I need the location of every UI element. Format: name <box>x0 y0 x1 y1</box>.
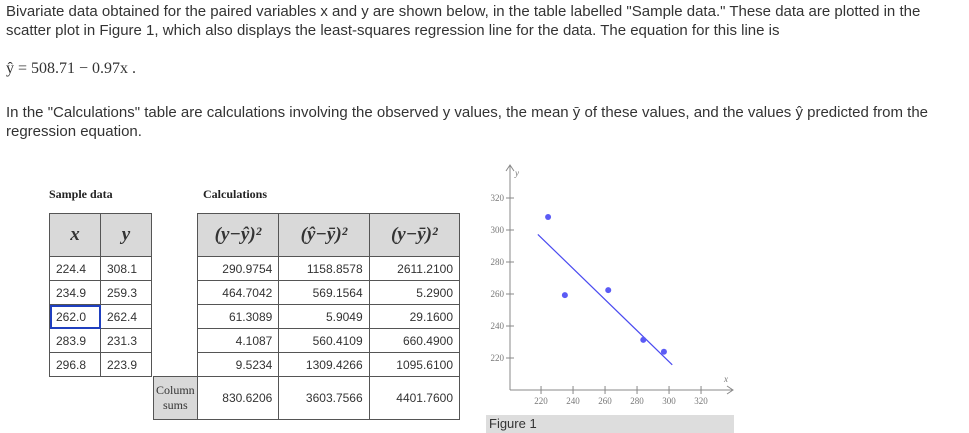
calc-cell: 290.9754 <box>196 256 280 281</box>
table-row: 262.0 262.4 <box>49 304 152 329</box>
data-point <box>561 292 568 299</box>
table-row: 296.8 223.9 <box>49 352 152 377</box>
col-x: x <box>49 213 101 257</box>
table-row: 234.9 259.3 <box>49 280 152 305</box>
calc-caption: Calculations <box>203 187 268 201</box>
col-reg: (ŷ−ȳ)² <box>278 213 370 257</box>
sample-cell[interactable]: 224.4 <box>49 256 101 281</box>
x-axis-label: x <box>723 374 728 384</box>
y-arrow-icon <box>505 164 515 172</box>
sample-cell[interactable]: 296.8 <box>49 352 101 377</box>
x-tick-label: 320 <box>694 396 708 406</box>
sample-cell[interactable]: 231.3 <box>100 328 152 353</box>
sample-caption: Sample data <box>49 187 113 201</box>
calc-cell: 560.4109 <box>278 328 370 353</box>
intro-paragraph: Bivariate data obtained for the paired v… <box>6 3 921 39</box>
sample-cell[interactable]: 259.3 <box>100 280 152 305</box>
x-tick-label: 300 <box>662 396 676 406</box>
x-tick-label: 240 <box>566 396 580 406</box>
sum-cell: 3603.7566 <box>278 376 370 420</box>
x-arrow-icon <box>726 385 734 395</box>
calc-cell: 1158.8578 <box>278 256 370 281</box>
table-row: 4.1087 560.4109 660.4900 <box>154 328 461 353</box>
sample-cell[interactable]: 234.9 <box>49 280 101 305</box>
table-row: 224.4 308.1 <box>49 256 152 281</box>
scatter-plot: 220 240 260 280 300 320 220 240 260 280 300 320 x y <box>491 164 734 406</box>
calc-cell: 61.3089 <box>196 304 280 329</box>
y-axis-label: y <box>514 168 519 178</box>
data-point <box>640 336 647 343</box>
data-point <box>660 348 667 355</box>
y-tick-label: 320 <box>491 193 505 203</box>
y-tick-label: 260 <box>491 289 505 299</box>
calc-cell: 29.1600 <box>368 304 461 329</box>
table-row: 290.9754 1158.8578 2611.2100 <box>154 256 461 281</box>
calc-cell: 569.1564 <box>278 280 370 305</box>
calc-cell: 5.9049 <box>278 304 370 329</box>
x-tick-label: 220 <box>534 396 548 406</box>
regression-equation: ŷ = 508.71 − 0.97x . <box>6 60 137 77</box>
calc-cell: 1095.6100 <box>368 352 461 377</box>
table-row: 283.9 231.3 <box>49 328 152 353</box>
sample-cell[interactable]: 283.9 <box>49 328 101 353</box>
sum-cell: 830.6206 <box>196 376 280 420</box>
sums-label: Column sums <box>153 376 198 420</box>
sample-cell[interactable]: 308.1 <box>100 256 152 281</box>
calc-cell: 9.5234 <box>196 352 280 377</box>
y-tick-label: 280 <box>491 257 505 267</box>
figure-caption: Figure 1 <box>486 415 734 433</box>
data-point <box>545 214 552 221</box>
regression-line <box>537 233 673 366</box>
calc-cell: 5.2900 <box>368 280 461 305</box>
calc-cell: 2611.2100 <box>368 256 461 281</box>
y-tick-label: 220 <box>491 353 505 363</box>
table-row: 9.5234 1309.4266 1095.6100 <box>154 352 461 377</box>
calc-cell: 1309.4266 <box>278 352 370 377</box>
sample-cell[interactable]: 223.9 <box>100 352 152 377</box>
col-total: (y−ȳ)² <box>368 213 461 257</box>
sum-cell: 4401.7600 <box>368 376 461 420</box>
col-y: y <box>100 213 152 257</box>
table-row: 61.3089 5.9049 29.1600 <box>154 304 461 329</box>
calc-cell: 464.7042 <box>196 280 280 305</box>
table-row: 464.7042 569.1564 5.2900 <box>154 280 461 305</box>
data-point <box>605 287 612 294</box>
y-tick-label: 300 <box>491 225 505 235</box>
calc-paragraph: In the "Calculations" table are calculat… <box>6 104 929 140</box>
x-tick-label: 260 <box>598 396 612 406</box>
x-tick-label: 280 <box>630 396 644 406</box>
calc-cell: 660.4900 <box>368 328 461 353</box>
sample-cell[interactable]: 262.0 <box>49 304 101 329</box>
col-resid: (y−ŷ)² <box>196 213 280 257</box>
calc-cell: 4.1087 <box>196 328 280 353</box>
calc-table: (y−ŷ)² (ŷ−ȳ)² (y−ȳ)² 290.9754 1158.8578 26… <box>153 213 461 420</box>
y-tick-label: 240 <box>491 321 505 331</box>
sample-cell[interactable]: 262.4 <box>100 304 152 329</box>
